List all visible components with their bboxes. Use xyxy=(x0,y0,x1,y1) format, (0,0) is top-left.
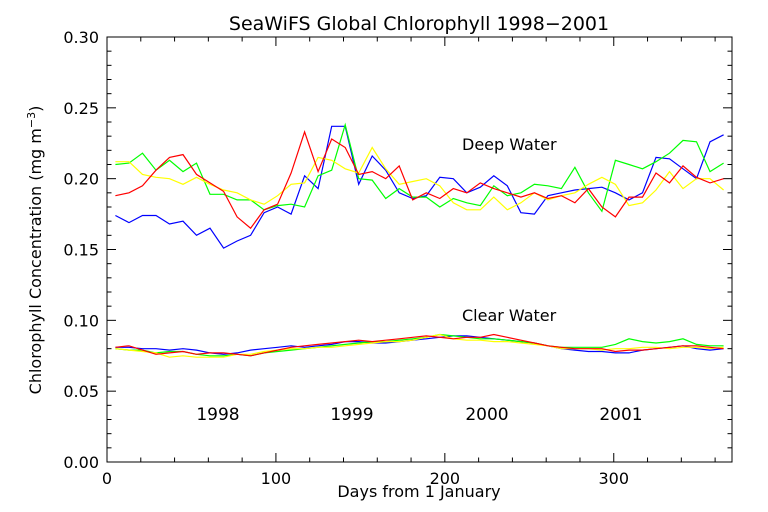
series-line-2000-clear-water xyxy=(115,333,724,358)
y-tick-label: 0.15 xyxy=(63,241,99,260)
axis-ticks: 0 100 200 300 0.00 0.05 0.10 0.15 0.20 0.25 0.30 xyxy=(63,28,732,488)
y-axis-label-close: ) xyxy=(26,106,45,112)
series-line-2000-deep-water xyxy=(115,146,724,211)
legend-label-2001: 2001 xyxy=(599,405,642,425)
series-line-1999-deep-water xyxy=(115,122,724,213)
y-tick-label: 0.20 xyxy=(63,170,99,189)
series-line-2001-clear-water xyxy=(115,333,724,357)
y-tick-label: 0.30 xyxy=(63,28,99,47)
x-tick-label: 0 xyxy=(102,469,112,488)
series-line-2001-deep-water xyxy=(115,130,724,230)
y-tick-label: 0.10 xyxy=(63,311,99,330)
legend-label-1999: 1999 xyxy=(330,405,373,425)
x-tick-label: 300 xyxy=(598,469,629,488)
legend-label-2000: 2000 xyxy=(465,405,508,425)
x-tick-label: 100 xyxy=(261,469,292,488)
y-axis-label: Chlorophyll Concentration (mg m−3) xyxy=(25,106,45,395)
annotation-deep-water: Deep Water xyxy=(462,135,557,154)
x-tick-label: 200 xyxy=(430,469,461,488)
y-axis-label-text: Chlorophyll Concentration (mg m xyxy=(26,128,45,394)
y-tick-label: 0.25 xyxy=(63,99,99,118)
legend-label-1998: 1998 xyxy=(196,405,239,425)
y-axis-label-exponent: −3 xyxy=(25,112,38,128)
plot-area xyxy=(106,36,733,463)
y-tick-label: 0.00 xyxy=(63,453,99,472)
x-axis-label: Days from 1 January xyxy=(337,482,500,501)
chart-title: SeaWiFS Global Chlorophyll 1998−2001 xyxy=(229,13,609,35)
series-line-1999-clear-water xyxy=(115,333,724,357)
annotation-clear-water: Clear Water xyxy=(462,306,557,325)
series-lines xyxy=(115,122,724,358)
series-line-1998-clear-water xyxy=(115,335,724,355)
y-tick-label: 0.05 xyxy=(63,382,99,401)
